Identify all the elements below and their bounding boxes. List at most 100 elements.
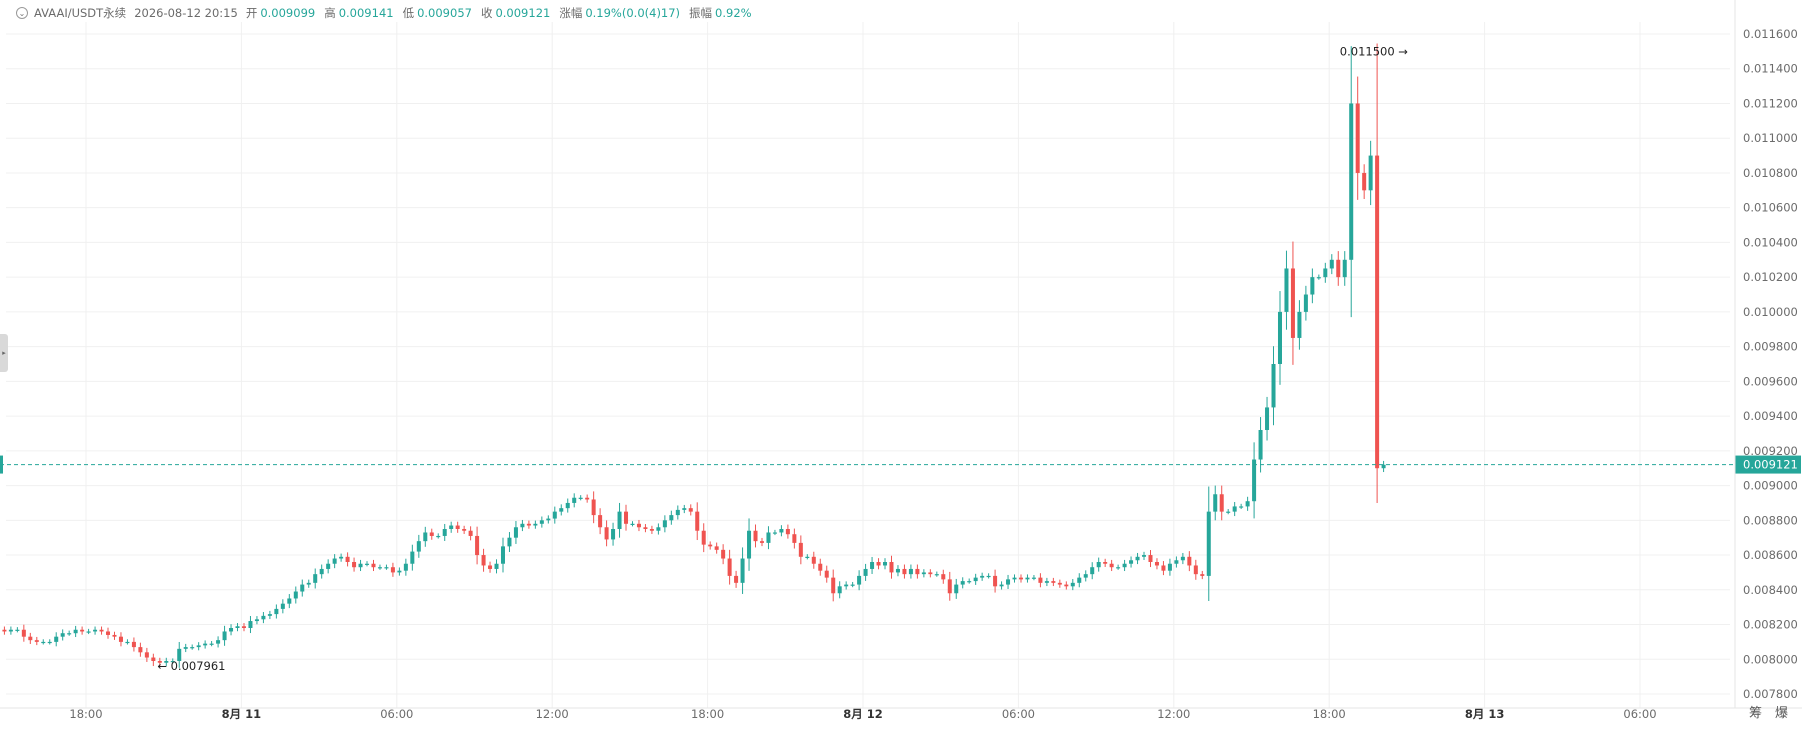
candle-up [1213, 494, 1218, 512]
ohlc-info-bar: ⌄ AVAAI/USDT永续 2026-08-12 20:15 开 0.0090… [16, 4, 761, 22]
candle-up [954, 584, 959, 594]
candle-up [293, 591, 298, 599]
candle-up [883, 562, 888, 566]
candle-up [1297, 311, 1302, 338]
time-tick-label: 12:00 [1157, 707, 1190, 721]
price-tick-label: 0.009200 [1743, 444, 1798, 458]
candle-down [1161, 565, 1166, 571]
candle-down [734, 575, 739, 583]
candle-down [144, 652, 149, 658]
candle-up [280, 603, 285, 609]
candle-down [1336, 259, 1341, 278]
candle-up [805, 556, 810, 558]
candle-up [870, 562, 875, 569]
candle-up [287, 598, 292, 604]
candle-up [449, 525, 454, 529]
candle-up [662, 520, 667, 528]
high-label: 高 [324, 6, 336, 20]
candle-down [889, 562, 894, 573]
candle-up [235, 626, 240, 628]
candle-up [520, 523, 525, 528]
candle-up [617, 511, 622, 529]
candle-down [1057, 582, 1062, 585]
close-value: 0.009121 [495, 6, 551, 20]
candle-down [708, 544, 713, 547]
candle-up [177, 648, 182, 661]
candle-up [300, 584, 305, 592]
candle-up [1258, 430, 1263, 460]
candle-down [902, 568, 907, 575]
candle-down [1290, 268, 1295, 338]
chip-distribution-button[interactable]: 筹 [1748, 706, 1762, 721]
candle-down [352, 562, 357, 568]
price-tick-label: 0.010000 [1743, 305, 1798, 319]
low-label: 低 [402, 6, 415, 20]
candle-down [1193, 565, 1198, 575]
candle-down [1355, 103, 1360, 173]
candle-up [973, 577, 978, 582]
candle-up [895, 568, 900, 573]
candle-up [565, 502, 570, 509]
candle-up [1135, 556, 1140, 561]
candle-up [1070, 582, 1075, 587]
candle-up [1129, 560, 1134, 564]
candle-up [1303, 294, 1308, 312]
candle-up [358, 563, 363, 568]
candle-up [1368, 155, 1373, 191]
amplitude-value: 0.92% [715, 6, 752, 20]
candle-down [1018, 577, 1023, 580]
candle-down [1038, 577, 1043, 583]
candle-up [1122, 563, 1127, 568]
candle-down [112, 634, 117, 637]
candle-up [656, 527, 661, 531]
candle-down [941, 574, 946, 580]
price-tick-label: 0.008000 [1743, 652, 1798, 666]
liquidation-button[interactable]: 爆 [1774, 706, 1788, 721]
candle-down [915, 568, 920, 575]
candle-up [267, 614, 272, 616]
candle-up [1265, 407, 1270, 430]
candle-down [2, 629, 7, 632]
grid-lines [6, 22, 1730, 708]
candle-up [1006, 579, 1011, 585]
candle-down [811, 556, 816, 564]
candles-layer [2, 43, 1386, 668]
candle-down [34, 640, 39, 642]
max-price-label: 0.011500 → [1340, 44, 1409, 58]
candle-down [688, 508, 693, 512]
candle-down [649, 529, 654, 531]
candle-up [1277, 311, 1282, 364]
candle-up [54, 636, 59, 642]
candle-down [131, 641, 136, 648]
price-tick-label: 0.010600 [1743, 201, 1798, 215]
time-tick-label: 8月 11 [222, 707, 262, 721]
candle-down [455, 525, 460, 529]
collapse-panel-handle[interactable]: ▸ [0, 334, 8, 372]
candle-up [1232, 506, 1237, 512]
symbol-name[interactable]: AVAAI/USDT永续 [34, 6, 127, 20]
min-price-label: ← 0.007961 [157, 659, 225, 673]
candle-up [1167, 563, 1172, 571]
candle-up [1083, 574, 1088, 578]
candle-up [1381, 464, 1386, 469]
last-price-tag-bg [1735, 455, 1801, 474]
candle-down [753, 530, 758, 542]
price-tick-label: 0.008200 [1743, 618, 1798, 632]
candle-down [1103, 562, 1108, 564]
candle-up [67, 633, 72, 635]
bar-timestamp: 2026-08-12 20:15 [134, 6, 238, 20]
candle-up [863, 568, 868, 576]
candle-up [190, 647, 195, 649]
candle-up [229, 628, 234, 632]
candle-up [779, 529, 784, 533]
candle-up [1031, 577, 1036, 579]
candle-up [1316, 277, 1321, 279]
candle-down [118, 636, 123, 642]
candle-down [928, 572, 933, 575]
chevron-down-icon[interactable]: ⌄ [16, 7, 28, 19]
open-label: 开 [245, 6, 258, 20]
price-tick-label: 0.009600 [1743, 374, 1798, 388]
